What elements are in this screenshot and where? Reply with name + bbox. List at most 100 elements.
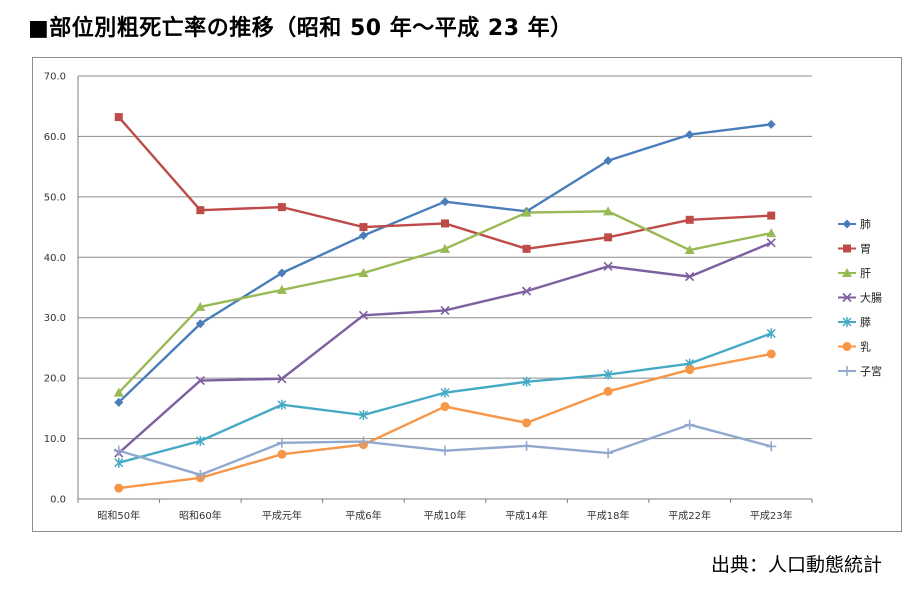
data-point: [603, 261, 613, 271]
data-point: [276, 284, 287, 294]
legend-swatch-marker: [843, 244, 851, 253]
page-title: ■部位別粗死亡率の推移（昭和 50 年～平成 23 年）: [28, 16, 573, 41]
data-point: [358, 310, 369, 320]
data-point: [603, 448, 614, 459]
x-tick-label: 昭和60年: [179, 509, 222, 522]
y-tick-label: 70.0: [44, 72, 66, 83]
data-point: [277, 449, 287, 459]
legend-swatch-marker: [842, 317, 852, 327]
legend-swatch-marker: [842, 292, 852, 303]
source-note: 出典：人口動態統計: [710, 554, 882, 576]
data-point: [685, 130, 695, 140]
data-point: [277, 268, 287, 278]
data-point: [766, 228, 777, 238]
x-tick-label: 昭和50年: [97, 509, 140, 522]
y-tick-label: 0.0: [50, 495, 66, 506]
x-tick-label: 平成10年: [424, 509, 467, 522]
y-tick-label: 40.0: [44, 253, 66, 264]
legend-swatch-marker: [842, 366, 852, 376]
data-point: [522, 244, 531, 253]
data-point: [440, 445, 450, 456]
data-point: [522, 376, 532, 387]
data-point: [114, 483, 124, 493]
legend-label: 膵: [860, 316, 871, 329]
legend-label: 胃: [860, 243, 871, 256]
data-point: [441, 219, 449, 228]
data-point: [277, 374, 287, 384]
y-tick-label: 60.0: [44, 132, 66, 143]
y-axis-ticks: 0.0 10.0 20.0 30.0 40.0 50.0 60.0 70.0: [44, 72, 66, 506]
legend-label: 肺: [860, 218, 871, 231]
series-line: [117, 123, 772, 404]
data-point: [277, 399, 287, 410]
data-point: [195, 319, 205, 329]
data-point: [522, 418, 532, 428]
data-point: [195, 375, 205, 386]
legend-swatch-marker: [842, 268, 852, 277]
data-point: [603, 156, 613, 166]
legend-label: 肝: [860, 267, 871, 280]
legend-label: 大腸: [860, 291, 882, 305]
data-point: [113, 445, 124, 456]
data-point: [767, 211, 776, 220]
data-point: [113, 387, 124, 397]
x-tick-label: 平成6年: [345, 509, 381, 522]
data-point: [766, 119, 776, 129]
data-point: [358, 267, 369, 277]
x-tick-label: 平成22年: [668, 509, 711, 522]
data-point: [684, 245, 695, 255]
y-tick-label: 20.0: [44, 374, 66, 385]
data-point: [766, 328, 776, 339]
data-point: [521, 207, 532, 217]
data-point: [358, 231, 368, 241]
data-point: [603, 369, 613, 380]
data-point: [440, 243, 450, 253]
data-point: [766, 349, 776, 359]
series-line: [118, 332, 772, 464]
data-point: [195, 469, 206, 480]
legend-swatch-marker: [842, 219, 852, 229]
data-point: [440, 402, 450, 412]
data-point: [195, 301, 206, 311]
x-tick-label: 平成元年: [262, 509, 302, 522]
y-tick-label: 50.0: [44, 192, 66, 203]
data-point: [440, 197, 450, 207]
data-point: [604, 233, 613, 242]
data-point: [276, 437, 287, 448]
series-markers: [113, 113, 777, 493]
data-point: [603, 206, 614, 216]
data-point: [114, 113, 123, 122]
data-point: [359, 223, 368, 232]
data-point: [114, 457, 124, 468]
y-tick-label: 10.0: [44, 434, 66, 445]
y-tick-label: 30.0: [44, 313, 66, 324]
data-point: [521, 286, 532, 296]
data-point: [603, 386, 613, 396]
legend-swatch-marker: [842, 342, 852, 351]
data-point: [685, 365, 695, 375]
data-point: [277, 203, 286, 212]
data-point: [358, 436, 369, 447]
series-line: [117, 241, 772, 454]
data-point: [114, 397, 124, 407]
gridlines: [77, 75, 812, 500]
data-point: [358, 410, 368, 421]
x-tick-label: 平成23年: [750, 509, 793, 522]
data-point: [521, 440, 532, 451]
series-lines: [117, 116, 772, 490]
legend-label: 子宮: [860, 364, 882, 378]
data-point: [195, 435, 205, 446]
x-axis-ticks: 昭和50年 昭和60年 平成元年 平成6年 平成10年 平成14年 平成18年 平成22年 平成…: [77, 499, 813, 522]
data-point: [685, 215, 694, 224]
data-point: [440, 387, 450, 398]
x-tick-label: 平成14年: [505, 509, 548, 522]
data-point: [766, 238, 776, 248]
data-point: [766, 441, 777, 452]
data-point: [684, 419, 695, 430]
data-point: [685, 272, 695, 282]
x-tick-label: 平成18年: [587, 509, 630, 522]
data-point: [440, 305, 450, 316]
data-point: [196, 206, 205, 215]
